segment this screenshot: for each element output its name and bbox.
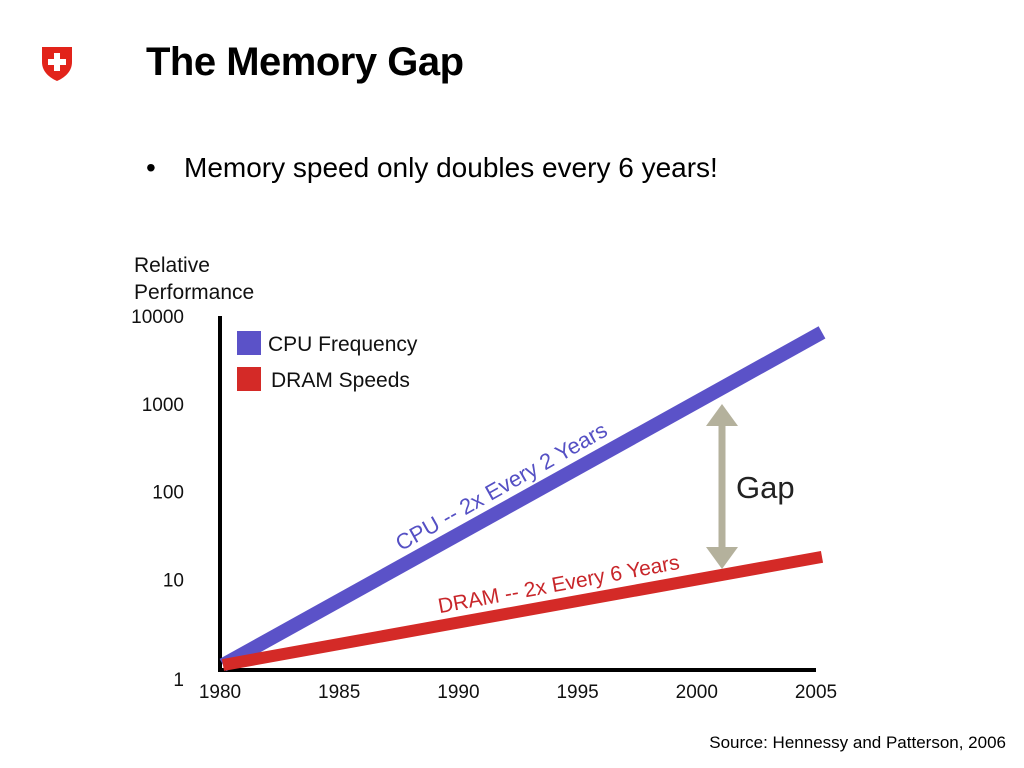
gap-label: Gap <box>736 470 795 505</box>
bullet-marker: • <box>146 152 156 183</box>
x-tick-label: 1995 <box>556 682 598 703</box>
y-tick-label: 100 <box>152 483 184 504</box>
slide-title: The Memory Gap <box>146 40 464 84</box>
gap-arrow-head-up <box>706 404 738 426</box>
legend-swatch-cpu <box>237 331 261 355</box>
x-tick-label: 1985 <box>318 682 360 703</box>
x-tick-label: 2005 <box>795 682 837 703</box>
bullet-text: Memory speed only doubles every 6 years! <box>184 152 718 183</box>
y-tick-label: 1000 <box>142 395 184 416</box>
legend-label-cpu: CPU Frequency <box>268 333 418 356</box>
y-tick-label: 10000 <box>131 307 184 328</box>
legend-label-dram: DRAM Speeds <box>271 369 410 392</box>
bullet-item: • Memory speed only doubles every 6 years… <box>146 152 718 184</box>
series-annotation-cpu: CPU -- 2x Every 2 Years <box>391 417 611 556</box>
series-line-cpu <box>219 326 826 672</box>
y-tick-label: 1 <box>173 670 184 691</box>
y-axis-label-line: Performance <box>134 281 254 304</box>
gap-arrow-head-down <box>706 547 738 569</box>
x-tick-label: 1980 <box>199 682 241 703</box>
series-line-dram <box>221 550 824 671</box>
chart-ticks: 1 10 100 1000 10000 1980 1985 1990 1995 2000 2005 <box>131 307 837 703</box>
swiss-cross-shield-icon <box>42 47 72 81</box>
source-citation: Source: Hennessy and Patterson, 2006 <box>709 733 1006 752</box>
legend-swatch-dram <box>237 367 261 391</box>
x-tick-label: 1990 <box>437 682 479 703</box>
chart-axes: Relative Performance <box>134 254 816 672</box>
chart-series <box>219 326 826 672</box>
chart-legend: CPU Frequency DRAM Speeds <box>237 331 418 392</box>
x-tick-label: 2000 <box>676 682 718 703</box>
y-axis-label-line: Relative <box>134 254 210 277</box>
y-tick-label: 10 <box>163 570 184 591</box>
